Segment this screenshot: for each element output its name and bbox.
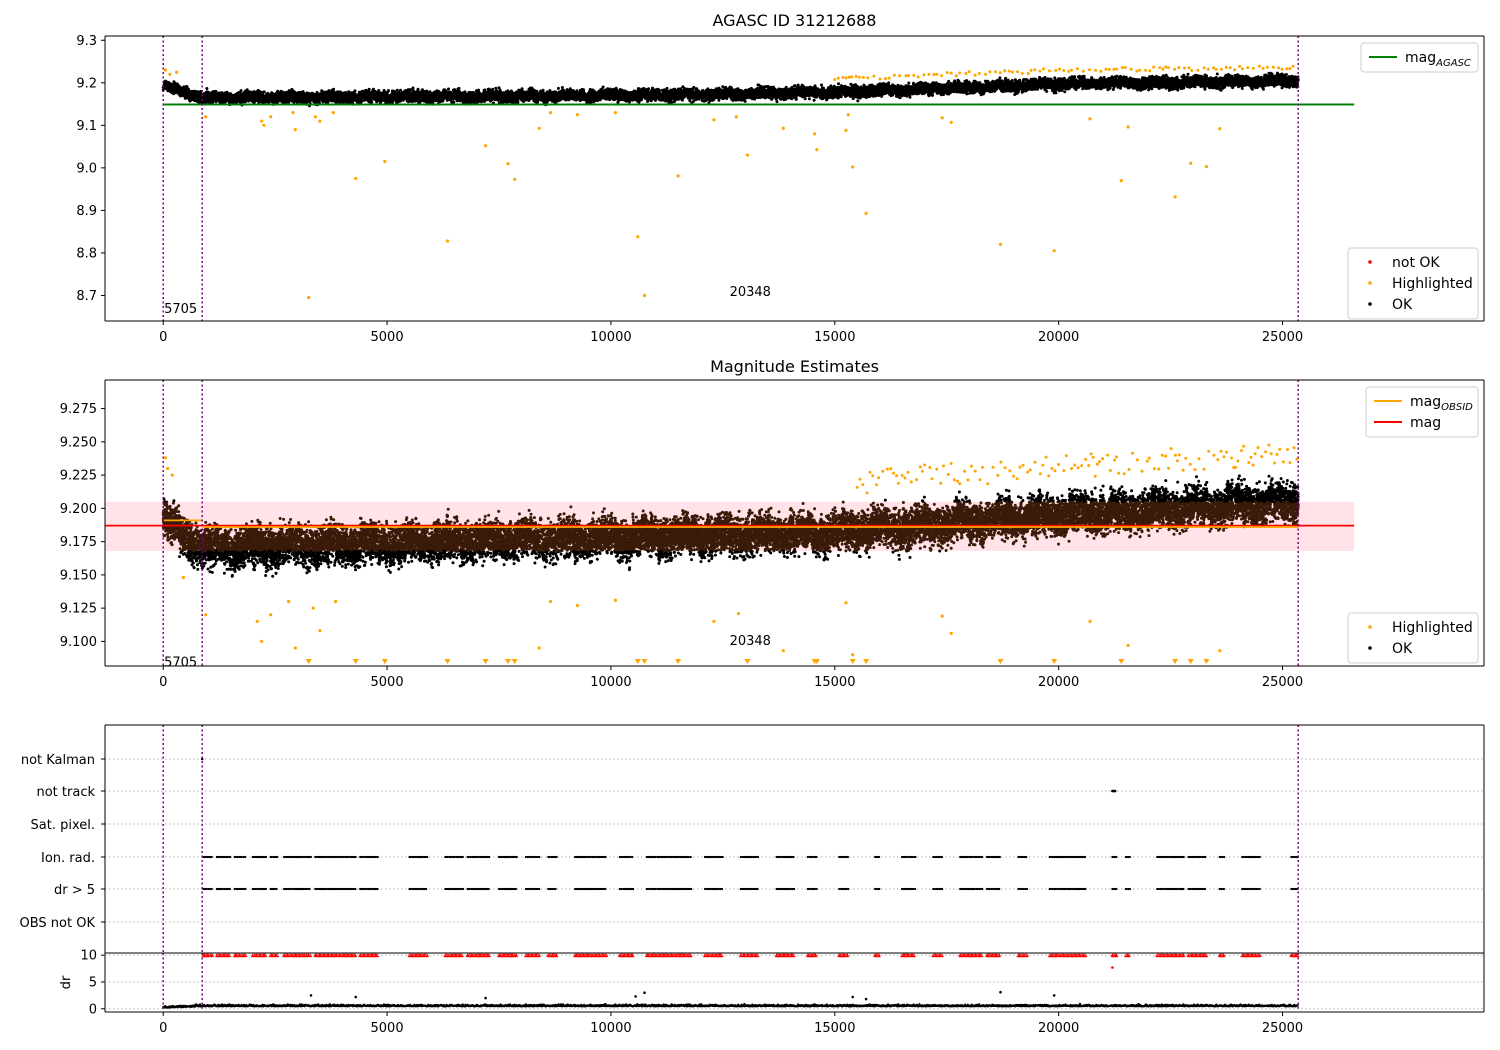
ok-point <box>813 99 816 102</box>
ok-point <box>837 82 840 85</box>
ok-point <box>331 100 334 103</box>
ok-point <box>447 88 450 91</box>
chart-title: AGASC ID 31212688 <box>713 11 877 30</box>
